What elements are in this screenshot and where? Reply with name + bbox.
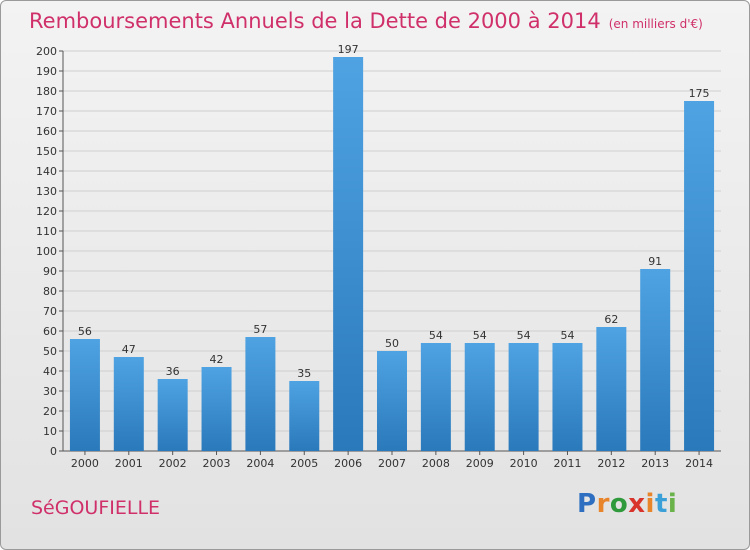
logo-letter: x — [628, 489, 646, 519]
bar — [684, 101, 715, 451]
y-tick-label: 120 — [36, 205, 57, 218]
x-tick-label: 2004 — [246, 457, 274, 470]
y-tick-label: 60 — [43, 325, 57, 338]
x-tick-label: 2000 — [71, 457, 99, 470]
bar — [201, 367, 232, 451]
y-tick-label: 200 — [36, 45, 57, 58]
x-tick-label: 2003 — [203, 457, 231, 470]
data-label: 56 — [78, 325, 92, 338]
x-tick-label: 2005 — [290, 457, 318, 470]
data-label: 57 — [253, 323, 267, 336]
data-label: 42 — [210, 353, 224, 366]
y-tick-label: 90 — [43, 265, 57, 278]
x-tick-label: 2001 — [115, 457, 143, 470]
bar — [113, 357, 144, 451]
chart-title-text: Remboursements Annuels de la Dette de 20… — [29, 9, 601, 33]
y-tick-label: 150 — [36, 145, 57, 158]
data-label: 197 — [338, 43, 359, 56]
y-tick-label: 100 — [36, 245, 57, 258]
chart-unit-label: (en milliers d'€) — [608, 17, 703, 31]
y-tick-label: 190 — [36, 65, 57, 78]
x-tick-label: 2008 — [422, 457, 450, 470]
logo-letter: t — [654, 489, 668, 519]
y-tick-label: 10 — [43, 425, 57, 438]
data-label: 35 — [297, 367, 311, 380]
bar — [552, 343, 583, 451]
bar — [157, 379, 188, 451]
data-label: 54 — [473, 329, 487, 342]
bar — [464, 343, 495, 451]
x-tick-label: 2007 — [378, 457, 406, 470]
y-tick-label: 140 — [36, 165, 57, 178]
y-tick-label: 180 — [36, 85, 57, 98]
y-tick-label: 70 — [43, 305, 57, 318]
data-label: 36 — [166, 365, 180, 378]
y-tick-label: 30 — [43, 385, 57, 398]
y-tick-label: 80 — [43, 285, 57, 298]
logo-letter: P — [577, 489, 597, 519]
logo-letter: i — [645, 489, 655, 519]
y-tick-label: 170 — [36, 105, 57, 118]
commune-name: SéGOUFIELLE — [31, 497, 161, 519]
bar — [640, 269, 671, 451]
x-tick-label: 2010 — [510, 457, 538, 470]
y-tick-label: 130 — [36, 185, 57, 198]
bar — [420, 343, 451, 451]
data-label: 54 — [429, 329, 443, 342]
x-tick-label: 2006 — [334, 457, 362, 470]
logo-letter: r — [596, 489, 610, 519]
y-tick-label: 110 — [36, 225, 57, 238]
x-tick-label: 2009 — [466, 457, 494, 470]
data-label: 91 — [648, 255, 662, 268]
bar — [377, 351, 407, 451]
data-label: 47 — [122, 343, 136, 356]
bar — [69, 339, 100, 451]
logo-letter: o — [609, 489, 629, 519]
data-label: 54 — [517, 329, 531, 342]
x-tick-label: 2002 — [159, 457, 187, 470]
data-label: 54 — [560, 329, 574, 342]
logo-letter: i — [667, 489, 678, 519]
y-tick-label: 0 — [50, 445, 57, 458]
bar — [333, 57, 364, 451]
data-label: 50 — [385, 337, 399, 350]
y-tick-label: 50 — [43, 345, 57, 358]
x-tick-label: 2012 — [597, 457, 625, 470]
bar — [596, 327, 627, 451]
chart-title: Remboursements Annuels de la Dette de 20… — [29, 9, 703, 33]
y-tick-label: 160 — [36, 125, 57, 138]
bar — [508, 343, 539, 451]
x-tick-label: 2011 — [553, 457, 581, 470]
x-tick-label: 2014 — [685, 457, 713, 470]
bar — [289, 381, 320, 451]
y-tick-label: 40 — [43, 365, 57, 378]
data-label: 175 — [689, 87, 710, 100]
proxiti-logo: Proxiti — [577, 489, 677, 519]
y-tick-label: 20 — [43, 405, 57, 418]
bar — [245, 337, 276, 451]
data-label: 62 — [604, 313, 618, 326]
x-tick-label: 2013 — [641, 457, 669, 470]
